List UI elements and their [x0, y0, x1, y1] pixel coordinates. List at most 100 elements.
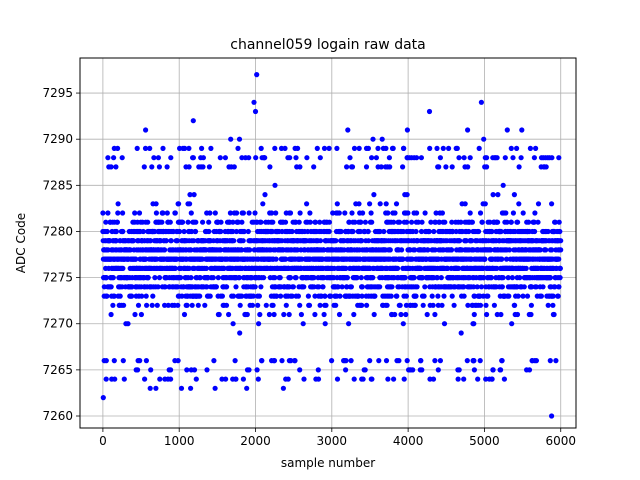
- data-point: [355, 293, 361, 299]
- data-point: [428, 219, 434, 225]
- data-point-outlier: [360, 376, 366, 382]
- data-point: [132, 311, 138, 318]
- y-tick-label: 7270: [42, 317, 73, 331]
- data-point: [403, 293, 409, 299]
- data-point: [537, 247, 543, 253]
- data-point: [155, 284, 161, 290]
- data-point: [499, 358, 505, 364]
- data-point: [403, 311, 409, 318]
- data-point: [157, 376, 163, 382]
- data-point: [435, 293, 441, 299]
- data-point: [143, 358, 149, 364]
- data-point: [449, 293, 455, 299]
- data-point: [494, 155, 500, 161]
- data-point: [202, 302, 208, 308]
- data-point: [432, 358, 438, 364]
- data-point: [352, 219, 358, 225]
- data-point: [509, 321, 515, 327]
- data-point: [147, 238, 153, 244]
- data-point: [196, 164, 202, 170]
- data-point: [387, 247, 393, 253]
- data-point: [219, 376, 225, 382]
- data-point: [458, 219, 464, 225]
- data-point: [192, 228, 199, 235]
- data-point: [477, 358, 483, 364]
- data-point: [272, 145, 278, 151]
- data-point-outlier: [188, 385, 194, 391]
- data-point: [334, 201, 340, 207]
- data-point: [282, 145, 288, 151]
- y-axis-label: ADC Code: [14, 213, 28, 273]
- data-point: [344, 164, 350, 170]
- data-point: [476, 228, 482, 235]
- data-point: [535, 219, 541, 225]
- data-point: [286, 311, 292, 318]
- data-point: [213, 284, 219, 290]
- data-point: [365, 145, 371, 151]
- data-point: [349, 164, 355, 170]
- data-point: [439, 302, 445, 308]
- data-point: [121, 376, 127, 382]
- data-point: [552, 284, 558, 290]
- data-point: [392, 210, 398, 216]
- data-point: [360, 210, 366, 216]
- data-point: [212, 210, 218, 216]
- data-point: [321, 247, 327, 253]
- data-point: [371, 192, 377, 198]
- data-point: [145, 219, 151, 225]
- data-point: [144, 302, 150, 308]
- data-point: [365, 228, 371, 235]
- data-point: [552, 219, 558, 225]
- x-tick-label: 1000: [164, 434, 195, 448]
- data-point: [230, 293, 237, 299]
- data-point: [175, 284, 181, 290]
- data-point: [503, 256, 510, 262]
- x-tick-label: 4000: [393, 434, 424, 448]
- data-point: [108, 311, 114, 318]
- data-point: [159, 219, 165, 225]
- data-point: [133, 256, 139, 262]
- data-point: [283, 302, 289, 308]
- data-point: [168, 155, 174, 161]
- data-point: [545, 302, 551, 308]
- data-point-outlier: [212, 385, 218, 391]
- data-point: [218, 228, 224, 235]
- data-point: [390, 145, 396, 151]
- data-point: [456, 367, 462, 373]
- data-point: [405, 210, 411, 216]
- data-point: [520, 293, 526, 299]
- data-point: [434, 275, 440, 281]
- data-point: [500, 275, 506, 281]
- data-point: [175, 302, 181, 308]
- data-point: [356, 201, 362, 207]
- data-point: [385, 376, 391, 382]
- x-tick-label: 0: [99, 434, 107, 448]
- data-point: [147, 145, 153, 151]
- data-point: [321, 311, 327, 318]
- y-tick-label: 7275: [42, 271, 73, 285]
- data-point: [312, 293, 318, 299]
- data-point: [306, 302, 313, 308]
- data-point: [487, 219, 493, 225]
- data-point: [385, 210, 391, 216]
- data-point: [359, 238, 365, 244]
- data-point: [343, 367, 349, 373]
- data-point: [432, 247, 438, 253]
- data-point: [397, 219, 403, 225]
- data-point: [414, 155, 420, 161]
- data-point: [311, 275, 317, 281]
- data-point: [369, 219, 375, 225]
- data-point: [330, 210, 336, 216]
- data-point: [135, 302, 142, 308]
- data-point: [520, 210, 526, 216]
- data-point: [499, 284, 505, 290]
- data-point: [230, 321, 236, 327]
- data-point: [538, 293, 545, 299]
- data-point: [377, 201, 383, 207]
- data-point: [558, 247, 564, 253]
- y-tick-label: 7285: [42, 178, 73, 192]
- data-point: [349, 210, 355, 216]
- data-point: [402, 275, 408, 281]
- data-point: [105, 155, 111, 161]
- data-point: [223, 376, 229, 382]
